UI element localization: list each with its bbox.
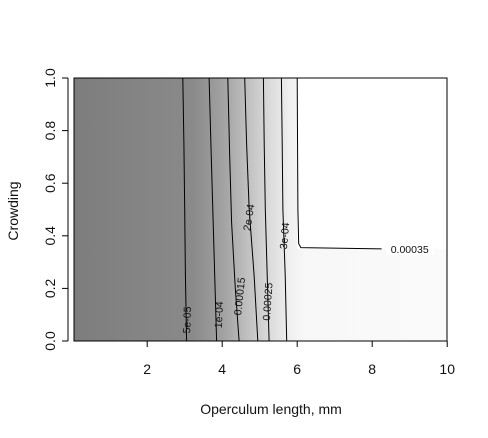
contour-line-0.00025 — [262, 77, 270, 342]
y-tick-label: 0.2 — [42, 278, 58, 298]
y-tick-label: 0.0 — [42, 331, 58, 351]
contour-line-0.00035 — [296, 77, 382, 250]
field-plateau — [297, 78, 447, 249]
contour-label: 1e-04 — [213, 301, 226, 329]
contour-fill — [74, 78, 447, 341]
contour-line-1e-04 — [208, 77, 218, 342]
x-tick-label: 8 — [368, 361, 376, 377]
y-axis-title: Crowding — [5, 181, 21, 240]
contour-label-group: 3e-04 — [278, 222, 292, 250]
contour-line-2e-04 — [244, 77, 259, 342]
contour-label-group: 2e-04 — [241, 203, 257, 232]
contour-line-5e-05 — [182, 77, 188, 342]
contour-label: 0.00035 — [391, 244, 429, 256]
contour-label-group: 0.00015 — [232, 277, 248, 316]
contour-label-group: 0.00025 — [261, 282, 276, 321]
x-tick-label: 4 — [218, 361, 226, 377]
x-tick-label: 6 — [293, 361, 301, 377]
contour-label: 5e-05 — [181, 306, 194, 333]
contour-lines — [182, 77, 382, 342]
contour-label: 0.00025 — [261, 282, 276, 321]
contour-label-bg — [386, 241, 434, 255]
contour-label: 2e-04 — [241, 203, 257, 232]
x-axis-title: Operculum length, mm — [200, 401, 342, 417]
y-tick-label: 0.4 — [42, 226, 58, 246]
y-tick-label: 0.8 — [42, 121, 58, 141]
contour-label-group: 0.00035 — [386, 241, 434, 256]
x-tick-label: 10 — [439, 361, 455, 377]
y-tick-label: 0.6 — [42, 173, 58, 193]
contour-line-3e-04 — [280, 77, 288, 342]
axes: 2 4 6 8 10 0.0 0.2 0.4 0.6 0.8 1.0 — [42, 68, 455, 377]
contour-label-group: 1e-04 — [213, 301, 226, 329]
contour-label-group: 5e-05 — [181, 306, 194, 333]
contour-label: 0.00015 — [232, 277, 248, 316]
contour-label: 3e-04 — [278, 222, 292, 250]
contour-line-0.00015 — [227, 77, 240, 342]
y-tick-label: 1.0 — [42, 68, 58, 88]
contour-labels: 5e-05 1e-04 0.00015 2e-04 0.00025 3e-04 0.0003… — [181, 203, 434, 334]
x-tick-label: 2 — [143, 361, 151, 377]
